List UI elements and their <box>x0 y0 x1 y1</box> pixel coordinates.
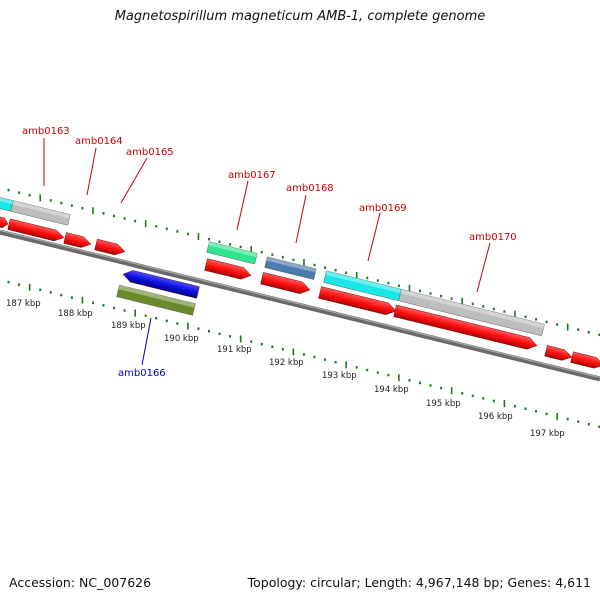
map-title: Magnetospirillum magneticum AMB-1, compl… <box>114 9 486 24</box>
gene-label-amb0163[interactable]: amb0163 <box>22 126 70 137</box>
cds-arrow-forward[interactable] <box>63 232 93 250</box>
cds-arrow-forward[interactable] <box>393 304 539 351</box>
gene-label-amb0166[interactable]: amb0166 <box>118 368 166 379</box>
leader-line <box>120 157 148 204</box>
kbp-label: 195 kbp <box>426 399 461 409</box>
leader-line <box>295 194 307 244</box>
cds-arrow-forward[interactable] <box>318 286 398 317</box>
kbp-label: 188 kbp <box>58 309 93 319</box>
genome-backbone <box>0 229 600 382</box>
genome-summary: Topology: circular; Length: 4,967,148 bp… <box>247 575 591 590</box>
grey-feature[interactable] <box>398 288 545 337</box>
feature-track <box>0 196 600 371</box>
kbp-label: 196 kbp <box>478 412 513 422</box>
top-tick-track <box>7 188 600 337</box>
leader-line <box>476 242 491 293</box>
kbp-scale: 187 kbp 188 kbp 189 kbp 190 kbp 191 kbp … <box>6 299 565 439</box>
cds-arrow-forward[interactable] <box>260 272 312 295</box>
cds-arrow-reverse[interactable] <box>122 268 200 299</box>
cds-arrow-forward[interactable] <box>544 345 574 362</box>
kbp-label: 191 kbp <box>217 345 252 355</box>
gene-labels: amb0163 amb0164 amb0165 amb0166 amb0167 … <box>22 126 517 379</box>
gene-label-amb0165[interactable]: amb0165 <box>126 147 174 158</box>
gene-label-amb0170[interactable]: amb0170 <box>469 232 517 243</box>
green-feature[interactable] <box>206 241 258 265</box>
cds-arrow-forward[interactable] <box>570 351 600 371</box>
olive-feature[interactable] <box>116 284 196 316</box>
gene-label-amb0169[interactable]: amb0169 <box>359 203 407 214</box>
leader-line <box>86 147 97 196</box>
gene-label-amb0168[interactable]: amb0168 <box>286 183 334 194</box>
leader-line <box>141 317 152 366</box>
cds-arrow-forward[interactable] <box>94 238 127 257</box>
kbp-label: 190 kbp <box>164 334 199 344</box>
gene-label-amb0164[interactable]: amb0164 <box>75 136 123 147</box>
accession-label: Accession: NC_007626 <box>9 575 152 590</box>
kbp-label: 187 kbp <box>6 299 41 309</box>
kbp-label: 194 kbp <box>374 385 409 395</box>
cds-arrow-forward[interactable] <box>204 258 253 282</box>
grey-feature[interactable] <box>10 200 71 226</box>
gene-label-amb0167[interactable]: amb0167 <box>228 170 276 181</box>
kbp-label: 197 kbp <box>530 429 565 439</box>
kbp-label: 192 kbp <box>269 358 304 368</box>
kbp-label: 193 kbp <box>322 371 357 381</box>
leader-line <box>367 212 381 262</box>
kbp-label: 189 kbp <box>111 321 146 331</box>
steelblue-feature[interactable] <box>264 256 317 280</box>
cds-arrow-forward[interactable] <box>0 215 9 229</box>
bottom-tick-track <box>7 280 600 429</box>
leader-line <box>236 180 249 231</box>
cds-arrow-forward[interactable] <box>7 218 66 243</box>
